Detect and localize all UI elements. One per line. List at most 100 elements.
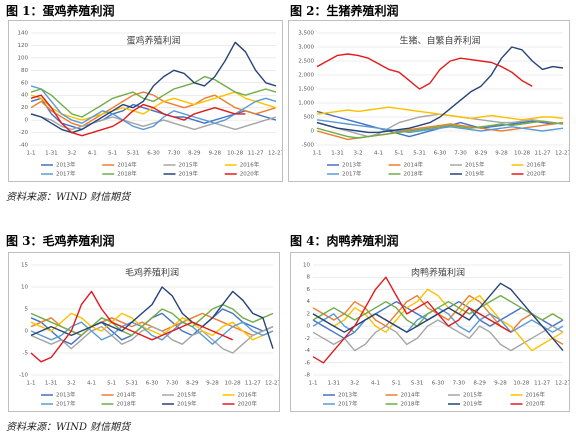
series-line — [30, 91, 277, 121]
figure-caption: 图 3：毛鸡养殖利润 — [6, 234, 115, 248]
legend-label: 2013年 — [342, 161, 362, 169]
x-tick-label: 7-30 — [454, 151, 467, 157]
y-tick-label: 120 — [18, 43, 29, 49]
x-tick-label: 10-28 — [514, 151, 530, 157]
x-tick-label: 10-28 — [227, 151, 243, 157]
series-line — [30, 41, 277, 134]
legend-label: 2019年 — [463, 400, 483, 408]
figure-caption: 图 4：肉鸭养殖利润 — [290, 234, 399, 248]
y-tick-label: 500 — [304, 115, 315, 121]
series-line — [312, 319, 564, 352]
legend-label: 2017年 — [342, 170, 362, 178]
x-tick-label: 7-30 — [168, 151, 181, 157]
series-line — [30, 321, 274, 345]
x-tick-label: 4-1 — [87, 381, 96, 387]
y-tick-label: 8 — [307, 275, 311, 281]
y-tick-label: 100 — [18, 55, 29, 61]
legend-label: 2017年 — [56, 170, 76, 178]
legend-label: 2016年 — [240, 161, 260, 169]
legend-label: 2014年 — [404, 161, 424, 169]
x-tick-label: 1-1 — [309, 381, 318, 387]
legend-label: 2019年 — [177, 400, 197, 408]
y-tick-label: 40 — [21, 93, 28, 99]
legend-label: 2016年 — [527, 161, 547, 169]
series-line — [316, 120, 564, 139]
x-tick-label: 8-29 — [186, 381, 199, 387]
x-tick-label: 4-1 — [371, 381, 380, 387]
x-tick-label: 8-29 — [473, 381, 486, 387]
y-tick-label: 2,500 — [298, 59, 314, 65]
x-tick-label: 10-28 — [225, 381, 241, 387]
source-note: 资料来源：WIND 财信期货 — [6, 192, 131, 203]
y-tick-label: -8 — [305, 373, 311, 379]
x-tick-label: 3-2 — [67, 151, 76, 157]
y-tick-label: -2 — [305, 336, 310, 342]
y-tick-label: -6 — [305, 360, 311, 366]
chart: 肉鸭养殖利润 -8 -6 -4 -2 0 2 4 6 8 10 1-1 1-31 3-2 4-1 5-1 5-3… — [290, 252, 570, 412]
x-tick-label: 9-28 — [494, 381, 507, 387]
y-tick-label: -10 — [19, 373, 28, 379]
x-tick-label: 1-31 — [328, 381, 340, 387]
x-tick-label: 5-1 — [108, 151, 117, 157]
series-line — [30, 75, 277, 118]
series-line — [312, 276, 512, 364]
legend-label: 2014年 — [401, 391, 421, 399]
y-tick-label: 1,500 — [298, 87, 314, 93]
x-tick-label: 6-30 — [146, 381, 159, 387]
legend-label: 2015年 — [179, 161, 199, 169]
x-tick-label: 12-27 — [268, 151, 283, 157]
y-tick-label: 10 — [21, 285, 28, 291]
y-tick-label: 20 — [21, 105, 28, 111]
y-tick-label: 140 — [18, 31, 29, 37]
y-tick-label: 2 — [307, 311, 311, 317]
y-tick-label: -40 — [19, 143, 28, 149]
series-line — [30, 113, 277, 131]
series-line — [30, 94, 246, 137]
y-tick-label: 0 — [25, 329, 29, 335]
legend-label: 2013年 — [56, 391, 76, 399]
legend-label: 2016年 — [526, 391, 546, 399]
x-tick-label: 3-2 — [350, 381, 359, 387]
legend-label: 2018年 — [404, 170, 424, 178]
x-tick-label: 1-31 — [45, 151, 57, 157]
legend-label: 2015年 — [463, 391, 483, 399]
y-tick-label: -4 — [305, 348, 311, 354]
x-tick-label: 12-27 — [555, 381, 570, 387]
series-line — [312, 288, 564, 352]
series-line — [316, 46, 564, 134]
x-tick-label: 1-1 — [27, 151, 36, 157]
x-tick-label: 4-1 — [374, 151, 383, 157]
series-line — [30, 286, 274, 349]
y-tick-label: 6 — [307, 287, 311, 293]
y-tick-label: 3,500 — [298, 31, 314, 37]
x-tick-label: 5-1 — [107, 381, 116, 387]
x-tick-label: 1-31 — [45, 381, 57, 387]
figure-caption: 图 1：蛋鸡养殖利润 — [6, 4, 115, 18]
x-tick-label: 7-30 — [166, 381, 179, 387]
x-tick-label: 6-30 — [434, 151, 447, 157]
x-tick-label: 5-31 — [127, 151, 139, 157]
legend-label: 2017年 — [338, 400, 358, 408]
series-line — [312, 294, 564, 327]
x-tick-label: 12-27 — [555, 151, 570, 157]
y-tick-label: 15 — [21, 263, 28, 269]
y-tick-label: 0 — [311, 129, 315, 135]
x-tick-label: 6-30 — [147, 151, 160, 157]
series-line — [316, 119, 564, 134]
y-tick-label: -500 — [302, 143, 315, 149]
chart: 生猪、自繁自养利润 -500 0 500 1,000 1,500 2,000 2,500 3,0… — [288, 20, 570, 182]
x-tick-label: 5-1 — [392, 381, 401, 387]
legend-label: 2020年 — [527, 170, 547, 178]
x-tick-label: 7-30 — [453, 381, 466, 387]
legend-label: 2018年 — [117, 170, 137, 178]
legend-label: 2020年 — [526, 400, 546, 408]
x-tick-label: 1-31 — [331, 151, 343, 157]
x-tick-label: 4-1 — [88, 151, 97, 157]
y-tick-label: 1,000 — [298, 101, 314, 107]
x-tick-label: 3-2 — [354, 151, 363, 157]
x-tick-label: 3-2 — [67, 381, 76, 387]
legend-label: 2014年 — [117, 391, 137, 399]
y-tick-label: 60 — [21, 80, 28, 86]
legend-label: 2015年 — [177, 391, 197, 399]
